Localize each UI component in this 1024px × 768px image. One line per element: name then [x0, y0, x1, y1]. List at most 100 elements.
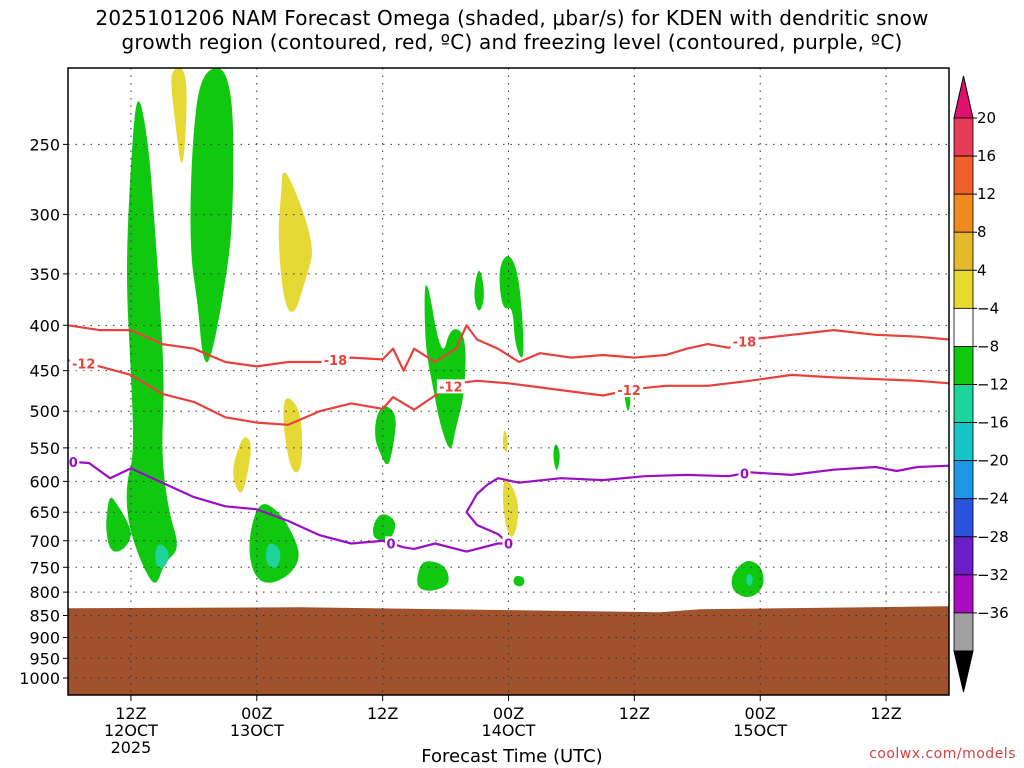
colorbar-label: −16: [977, 414, 1009, 432]
colorbar-label: 4: [977, 261, 987, 279]
y-tick-label: 950: [29, 649, 60, 668]
x-tick-label: 13OCT: [230, 721, 284, 740]
x-tick-label: 12Z: [619, 704, 650, 723]
omega-region: [474, 270, 484, 311]
colorbar-swatch: [953, 269, 974, 309]
contour-label-bg: [615, 383, 644, 398]
chart-title: 2025101206 NAM Forecast Omega (shaded, μ…: [0, 6, 1024, 54]
y-tick-label: 900: [29, 628, 60, 647]
contour-label: 0: [387, 537, 396, 552]
colorbar-label: 16: [977, 147, 996, 165]
contour-label: -12: [72, 357, 96, 372]
colorbar-swatch: [953, 193, 974, 233]
y-tick-label: 850: [29, 606, 60, 625]
colorbar-swatch: [953, 536, 974, 576]
y-tick-label: 750: [29, 558, 60, 577]
colorbar-label: −28: [977, 528, 1009, 546]
y-axis: 250 300 350 400 450 500 550 600 650 700 750 800 850 9…: [19, 135, 68, 688]
omega-region: [190, 68, 234, 363]
colorbar-label: −36: [977, 604, 1009, 622]
x-tick-label: 12Z: [367, 704, 398, 723]
contour-line: [68, 324, 949, 372]
colorbar-swatch: [953, 346, 974, 385]
omega-shading: [106, 68, 764, 598]
colorbar-swatch: [953, 498, 974, 538]
omega-region: [499, 256, 524, 358]
contour-label: 0: [740, 467, 749, 482]
omega-region: [513, 575, 525, 587]
contour-label: -18: [324, 354, 348, 369]
chart-title-line1: 2025101206 NAM Forecast Omega (shaded, μ…: [95, 6, 929, 30]
omega-region: [155, 544, 169, 568]
y-tick-label: 500: [29, 402, 60, 421]
colorbar-label: −24: [977, 490, 1009, 508]
colorbar-swatch: [953, 117, 974, 157]
omega-region: [502, 430, 508, 452]
omega-region: [126, 101, 177, 583]
colorbar-label: −8: [977, 337, 999, 355]
y-tick-label: 300: [29, 206, 60, 225]
y-tick-label: 1000: [19, 669, 60, 688]
x-tick-label: 14OCT: [482, 721, 536, 740]
x-tick-label: 12Z: [115, 704, 146, 723]
omega-region: [417, 561, 449, 591]
omega-region: [283, 398, 303, 473]
colorbar-label: 20: [977, 109, 996, 127]
colorbar: 20 16 12 8 4 −4 −8 −12 −16 −20 −24 −28 −32 −36: [953, 75, 1009, 693]
contour-label: -18: [733, 336, 757, 351]
contour-label-bg: [502, 536, 515, 551]
contours: -18 -18 -12 -12 -12 0 0 0 0: [68, 324, 949, 553]
contour-label-bg: [69, 356, 98, 371]
omega-region: [233, 437, 251, 493]
colorbar-label: −32: [977, 566, 1009, 584]
colorbar-swatch: [953, 422, 974, 462]
y-tick-label: 600: [29, 472, 60, 491]
chart-title-line2: growth region (contoured, red, ºC) and f…: [121, 30, 903, 54]
colorbar-top-arrow: [953, 75, 974, 119]
y-tick-label: 450: [29, 362, 60, 381]
omega-region: [171, 68, 187, 163]
omega-region: [372, 514, 396, 541]
colorbar-label: −4: [977, 299, 999, 317]
x-tick-label: 15OCT: [733, 721, 787, 740]
y-tick-label: 550: [29, 439, 60, 458]
colorbar-swatch: [953, 574, 974, 614]
omega-region: [424, 285, 466, 448]
contour-label: -12: [439, 380, 463, 395]
colorbar-swatch: [953, 155, 974, 195]
x-tick-label: 00Z: [745, 704, 776, 723]
contour-label: 0: [504, 537, 513, 552]
colorbar-label: 8: [977, 223, 987, 241]
omega-region: [266, 543, 281, 568]
y-tick-label: 350: [29, 265, 60, 284]
colorbar-swatch: [953, 384, 974, 423]
colorbar-swatch: [953, 460, 974, 500]
y-tick-label: 250: [29, 135, 60, 154]
omega-region: [502, 480, 519, 538]
colorbar-swatch: [953, 612, 974, 652]
y-tick-label: 650: [29, 503, 60, 522]
contour-label: 0: [69, 456, 78, 471]
omega-region: [249, 504, 299, 583]
omega-region: [553, 444, 560, 470]
credit-text: coolwx.com/models: [869, 746, 1016, 762]
omega-region: [278, 172, 312, 312]
terrain: [68, 606, 949, 695]
contour-label: -12: [617, 384, 641, 399]
colorbar-label: 12: [977, 185, 996, 203]
x-tick-label: 12Z: [870, 704, 901, 723]
x-tick-label: 00Z: [241, 704, 272, 723]
y-tick-label: 800: [29, 583, 60, 602]
contour-label-bg: [436, 379, 465, 394]
colorbar-label: −20: [977, 452, 1009, 470]
colorbar-swatch: [953, 307, 974, 347]
colorbar-swatch: [953, 231, 974, 271]
contour-line: [68, 359, 949, 426]
x-tick-label: 12OCT: [104, 721, 158, 740]
contour-label-bg: [738, 466, 751, 481]
terrain-fill: [68, 606, 949, 695]
contour-label-bg: [385, 536, 398, 551]
contour-label-bg: [321, 352, 350, 367]
